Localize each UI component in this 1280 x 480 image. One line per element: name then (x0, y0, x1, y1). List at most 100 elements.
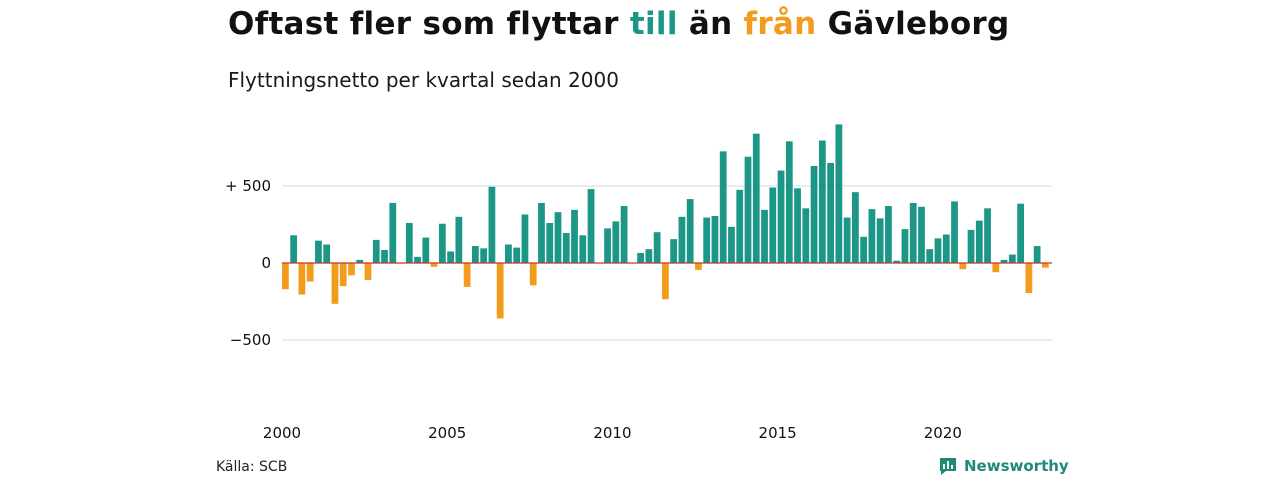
bar-2019-q2 (918, 206, 925, 263)
bar-2009-q2 (587, 189, 595, 263)
grid-lines (282, 185, 1052, 341)
bar-2011-q2 (653, 232, 661, 263)
bar-2004-q3 (430, 263, 438, 267)
bar-2005-q3 (463, 263, 471, 287)
bar-2008-q1 (546, 222, 554, 263)
bar-2019-q4 (934, 238, 942, 263)
bar-2010-q4 (637, 252, 644, 263)
y-tick-label: + 500 (225, 177, 271, 195)
bar-2010-q1 (612, 221, 620, 263)
bar-2022-q2 (1017, 203, 1024, 263)
x-tick-label: 2020 (924, 424, 962, 442)
bar-2005-q2 (455, 216, 463, 263)
bar-2004-q4 (438, 223, 446, 263)
bar-2000-q1 (282, 263, 289, 290)
bar-2006-q3 (496, 263, 504, 319)
bar-2012-q1 (678, 216, 686, 263)
bar-2018-q1 (876, 218, 884, 263)
title-part-5: Gävleborg (816, 6, 1010, 42)
bar-2016-q4 (835, 124, 843, 264)
bar-2018-q3 (893, 260, 901, 263)
bar-2013-q2 (719, 151, 727, 263)
bar-2014-q3 (761, 209, 768, 263)
chart-title: Oftast fler som flyttar till än från Gäv… (228, 6, 1010, 42)
bar-2006-q4 (505, 244, 512, 263)
y-tick-label: 0 (261, 254, 271, 272)
bar-2001-q1 (315, 240, 322, 263)
bar-2016-q1 (810, 165, 818, 263)
bar-2007-q4 (538, 202, 545, 263)
newsworthy-brand[interactable]: Newsworthy (938, 456, 1069, 476)
bar-2008-q3 (562, 232, 570, 263)
bar-chart: + 500 0 −500 2000 2005 2010 2015 2020 (225, 124, 1052, 442)
title-word-till: till (629, 6, 678, 42)
bar-2009-q4 (604, 228, 611, 263)
x-tick-label: 2005 (428, 424, 466, 442)
bar-2019-q3 (926, 249, 934, 263)
bar-2022-q3 (1025, 263, 1033, 294)
bar-2021-q4 (1000, 259, 1008, 263)
bar-2012-q3 (695, 263, 702, 270)
bar-2007-q2 (521, 214, 529, 263)
bar-2002-q2 (356, 259, 364, 263)
bar-2017-q2 (852, 192, 859, 263)
x-tick-label: 2015 (759, 424, 797, 442)
y-tick-label: −500 (230, 331, 271, 349)
bar-2003-q2 (389, 202, 397, 263)
bar-2003-q4 (405, 222, 413, 263)
bar-2003-q1 (381, 249, 388, 263)
bar-2020-q4 (967, 229, 975, 263)
bar-2020-q2 (951, 201, 958, 263)
title-word-fran: från (743, 6, 817, 42)
bar-2014-q2 (752, 133, 760, 263)
bar-2021-q2 (984, 208, 991, 263)
bar-2017-q4 (868, 209, 876, 263)
bar-2007-q3 (529, 263, 537, 286)
bar-2022-q4 (1033, 246, 1041, 263)
bar-2017-q3 (860, 236, 868, 263)
bar-2008-q2 (554, 212, 562, 263)
bar-2009-q1 (579, 235, 587, 263)
bar-2019-q1 (909, 202, 917, 263)
bar-2007-q1 (513, 247, 521, 263)
bar-2023-q1 (1042, 263, 1049, 268)
x-tick-label: 2000 (263, 424, 301, 442)
bars (282, 124, 1049, 319)
bar-2013-q3 (728, 226, 735, 263)
newsworthy-logo-icon (940, 458, 956, 475)
bar-2000-q3 (298, 263, 306, 295)
bar-2004-q1 (414, 256, 421, 263)
bar-2015-q2 (785, 141, 793, 263)
bar-2017-q1 (843, 217, 851, 263)
bar-2008-q4 (571, 209, 578, 263)
bar-2018-q4 (901, 229, 909, 263)
bar-2022-q1 (1008, 254, 1016, 263)
bar-2002-q4 (372, 239, 380, 263)
bar-2018-q2 (885, 206, 892, 263)
bar-2001-q4 (339, 263, 347, 287)
title-part-3: än (677, 6, 744, 42)
bar-2012-q2 (686, 199, 694, 263)
bar-2000-q2 (290, 235, 298, 263)
bar-2006-q2 (488, 186, 496, 263)
bar-2011-q1 (645, 249, 653, 263)
x-tick-label: 2010 (593, 424, 631, 442)
bar-2006-q1 (480, 248, 488, 263)
bar-2015-q3 (794, 188, 801, 263)
title-part-1: Oftast fler som flyttar (228, 6, 630, 42)
bar-2016-q3 (827, 162, 834, 263)
bar-2021-q3 (992, 263, 1000, 273)
bar-2002-q1 (348, 263, 355, 276)
bar-2016-q2 (818, 140, 826, 263)
chart-subtitle: Flyttningsnetto per kvartal sedan 2000 (228, 68, 619, 92)
bar-2015-q1 (777, 170, 785, 263)
y-axis-labels: + 500 0 −500 (225, 177, 271, 349)
bar-2014-q1 (744, 156, 752, 263)
bar-2001-q3 (331, 263, 339, 304)
source-note: Källa: SCB (216, 459, 288, 475)
brand-name: Newsworthy (964, 457, 1069, 475)
bar-2011-q3 (662, 263, 669, 300)
bar-2010-q2 (620, 206, 628, 263)
bar-2000-q4 (306, 263, 314, 282)
x-axis-labels: 2000 2005 2010 2015 2020 (263, 424, 962, 442)
